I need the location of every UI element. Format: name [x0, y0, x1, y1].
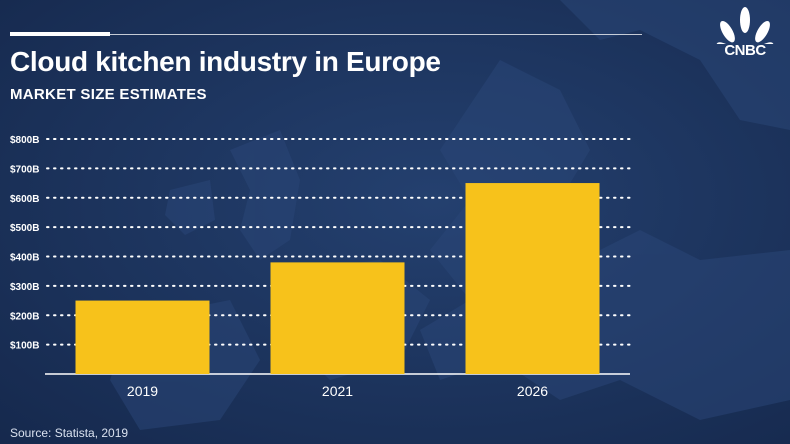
y-tick-label: $500B — [10, 223, 39, 234]
y-tick-label: $300B — [10, 282, 39, 293]
chart-subtitle: MARKET SIZE ESTIMATES — [10, 86, 207, 103]
source-note: Source: Statista, 2019 — [10, 426, 129, 440]
x-tick-label: 2026 — [517, 383, 548, 399]
y-tick-label: $600B — [10, 194, 39, 205]
y-tick-label: $400B — [10, 253, 39, 264]
y-tick-label: $800B — [10, 135, 39, 146]
x-tick-label: 2019 — [127, 383, 158, 399]
x-tick-label: 2021 — [322, 383, 353, 399]
logo-text: CNBC — [724, 42, 766, 59]
bar-2026 — [465, 183, 600, 374]
header-rule — [110, 34, 642, 35]
y-tick-label: $700B — [10, 164, 39, 175]
chart-title: Cloud kitchen industry in Europe — [10, 46, 441, 77]
bar-2019 — [75, 300, 210, 374]
cnbc-logo: CNBC — [712, 4, 778, 62]
bar-2021 — [270, 262, 405, 374]
header-rule-accent — [10, 32, 110, 36]
y-tick-label: $100B — [10, 341, 39, 352]
y-tick-label: $200B — [10, 311, 39, 322]
